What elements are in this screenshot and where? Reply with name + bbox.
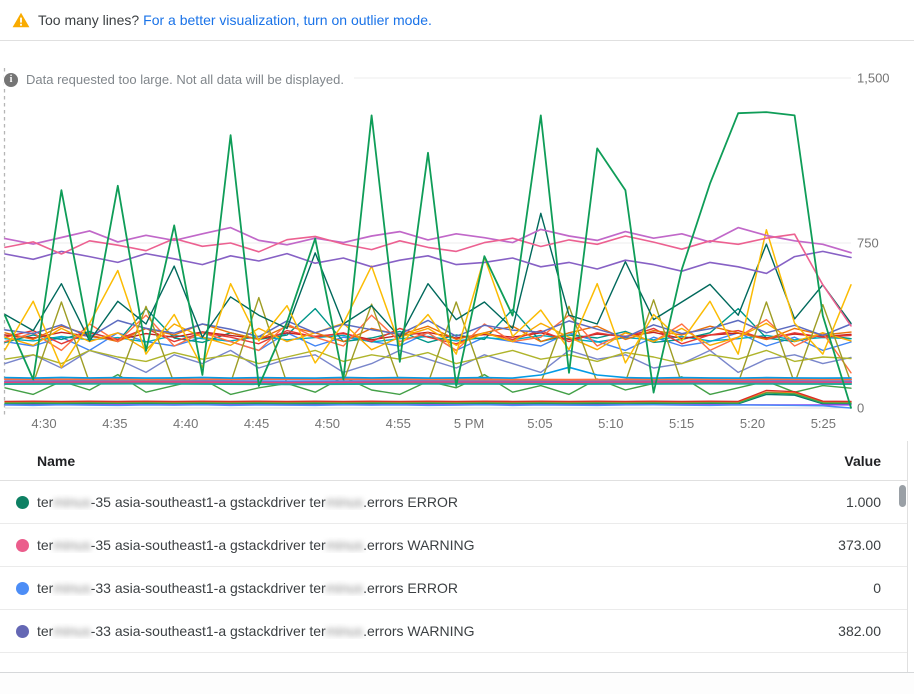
chart-line[interactable] [5,350,851,372]
data-truncated-notice: i Data requested too large. Not all data… [4,72,354,87]
chart-line[interactable] [5,379,851,380]
outlier-mode-link[interactable]: For a better visualization, turn on outl… [143,12,432,28]
chart-line[interactable] [5,382,851,383]
too-many-lines-banner: Too many lines? For a better visualizati… [0,0,914,41]
chart-line[interactable] [5,230,851,367]
x-axis-label: 4:45 [244,416,269,431]
name-text: .errors WARNING [363,623,474,639]
legend-header-name: Name [0,453,787,469]
notice-text: Data requested too large. Not all data w… [26,72,344,87]
name-text: -35 asia-southeast1-a gstackdriver ter [91,494,326,510]
legend-table: Name Value terminus-35 asia-southeast1-a… [0,441,914,672]
monitoring-chart-panel: Too many lines? For a better visualizati… [0,0,914,694]
legend-row-value: 1.000 [767,494,907,510]
redacted-text: minus [53,537,90,553]
bottom-strip [0,673,914,694]
x-axis-label: 5:20 [740,416,765,431]
name-text: ter [37,494,53,510]
name-text: ter [37,537,53,553]
name-text: ter [37,580,53,596]
name-text: .errors ERROR [363,494,458,510]
x-axis-label: 4:40 [173,416,198,431]
redacted-text: minus [326,623,363,639]
legend-row-1[interactable]: terminus-35 asia-southeast1-a gstackdriv… [0,524,907,567]
series-color-dot [16,625,29,638]
redacted-text: minus [326,537,363,553]
y-axis-label: 0 [857,401,864,416]
info-icon: i [4,73,18,87]
x-axis-label: 5 PM [454,416,484,431]
legend-header-value: Value [787,453,907,469]
name-text: .errors ERROR [363,580,458,596]
y-axis-label: 1,500 [857,71,890,86]
chart-line[interactable] [5,228,851,253]
name-text: -33 asia-southeast1-a gstackdriver ter [91,580,326,596]
legend-row-name: terminus-35 asia-southeast1-a gstackdriv… [0,494,767,510]
chart-line[interactable] [5,384,851,385]
series-color-dot [16,582,29,595]
timeseries-chart[interactable]: 1,500 750 0 4:30 4:35 4:40 4:45 4:50 4:55 5 PM 5:0… [0,42,914,440]
legend-header-row: Name Value [0,441,907,481]
chart-line[interactable] [5,367,851,378]
warning-icon [12,12,30,28]
legend-row-name: terminus-33 asia-southeast1-a gstackdriv… [0,580,767,596]
x-axis-label: 5:15 [669,416,694,431]
x-axis-label: 4:55 [386,416,411,431]
banner-title: Too many lines? [38,12,139,28]
legend-scrollbar[interactable] [899,485,906,507]
legend-row-value: 382.00 [767,623,907,639]
redacted-text: minus [53,580,90,596]
legend-row-0[interactable]: terminus-35 asia-southeast1-a gstackdriv… [0,481,907,524]
x-axis-label: 4:30 [31,416,56,431]
redacted-text: minus [326,580,363,596]
series-color-dot [16,496,29,509]
legend-row-3[interactable]: terminus-33 asia-southeast1-a gstackdriv… [0,610,907,653]
chart-line[interactable] [5,390,851,401]
y-axis-label: 750 [857,236,879,251]
x-axis-label: 4:35 [102,416,127,431]
chart-line[interactable] [5,112,851,408]
chart-line[interactable] [5,213,851,341]
redacted-text: minus [53,623,90,639]
legend-row-value: 373.00 [767,537,907,553]
chart-canvas[interactable]: 1,500 750 0 4:30 4:35 4:40 4:45 4:50 4:55 5 PM 5:0… [0,42,914,440]
legend-row-2[interactable]: terminus-33 asia-southeast1-a gstackdriv… [0,567,907,610]
name-text: ter [37,623,53,639]
redacted-text: minus [53,494,90,510]
x-axis-label: 4:50 [315,416,340,431]
legend-row-name: terminus-33 asia-southeast1-a gstackdriv… [0,623,767,639]
name-text: -33 asia-southeast1-a gstackdriver ter [91,623,326,639]
legend-row-name: terminus-35 asia-southeast1-a gstackdriv… [0,537,767,553]
series-color-dot [16,539,29,552]
legend-row-value: 0 [767,580,907,596]
redacted-text: minus [326,494,363,510]
x-axis-label: 5:25 [811,416,836,431]
name-text: .errors WARNING [363,537,474,553]
x-axis-label: 5:10 [598,416,623,431]
name-text: -35 asia-southeast1-a gstackdriver ter [91,537,326,553]
x-axis-label: 5:05 [527,416,552,431]
